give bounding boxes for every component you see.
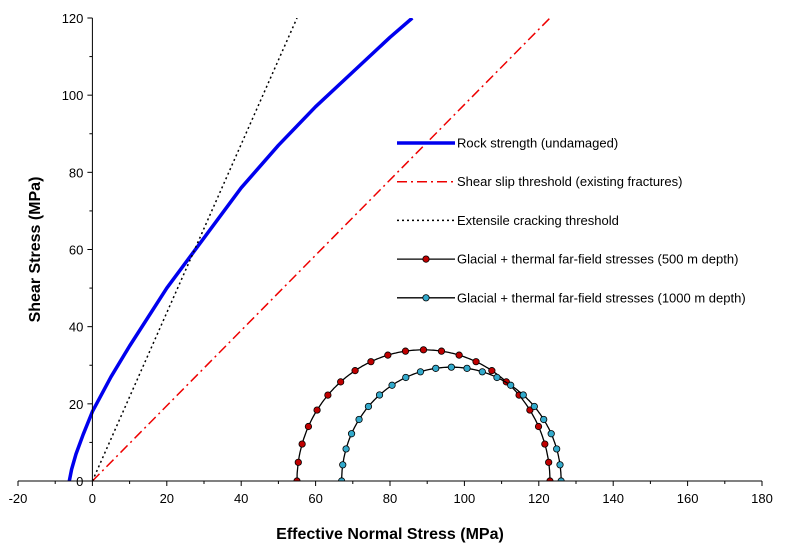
series-5-point [547, 430, 555, 438]
legend-label: Glacial + thermal far-field stresses (10… [457, 290, 746, 305]
series-4-point [313, 406, 321, 414]
series-4-point [541, 440, 549, 448]
x-tick-label: 20 [160, 491, 174, 506]
series-5-point [519, 391, 527, 399]
series-5-point [416, 368, 425, 376]
x-axis-title: Effective Normal Stress (MPa) [276, 526, 504, 543]
series-5-point [339, 461, 347, 469]
series-5-point [447, 363, 455, 371]
y-tick-label: 40 [69, 320, 83, 335]
y-axis-title: Shear Stress (MPa) [27, 177, 44, 323]
series-4-point [545, 458, 553, 466]
series-2-line [91, 18, 551, 481]
series-4-point [294, 458, 302, 466]
x-tick-label: 140 [602, 491, 624, 506]
x-tick-label: 60 [308, 491, 322, 506]
x-tick-label: -20 [9, 491, 28, 506]
series-4-point [534, 422, 543, 431]
legend-label: Extensile cracking threshold [457, 213, 619, 228]
legend-label: Glacial + thermal far-field stresses (50… [457, 252, 738, 267]
y-tick-label: 80 [69, 165, 83, 180]
tick-labels: -20 0 20 40 60 80 100 120 140 160 180 0 20 40 60 80 100 1… [9, 11, 773, 506]
series-4-point [455, 351, 463, 359]
plot-area [67, 18, 565, 481]
series-1-line [67, 18, 414, 481]
series-5-point [364, 402, 373, 411]
axes [17, 17, 763, 486]
series-5-point [478, 368, 486, 376]
series-5-point [463, 364, 471, 372]
series-5-circle [340, 366, 562, 481]
series-4-point [337, 378, 345, 386]
series-4-point [472, 358, 480, 366]
legend-marker [422, 255, 430, 263]
series-4-point [401, 347, 410, 355]
legend-entry: Glacial + thermal far-field stresses (50… [397, 252, 738, 267]
legend-marker [422, 294, 430, 302]
series-5-point [556, 461, 564, 469]
series-4-circle [296, 349, 551, 481]
series-4-point [324, 391, 332, 399]
series-5-point [342, 445, 350, 453]
series-4-point [419, 346, 428, 354]
series-5-point [355, 415, 363, 424]
x-tick-label: 180 [751, 491, 773, 506]
series-5-point [553, 445, 561, 453]
series-5-point [402, 373, 410, 382]
series-4-point [437, 347, 446, 355]
series-5-point [432, 364, 440, 372]
legend-entry: Glacial + thermal far-field stresses (10… [397, 290, 746, 305]
series-5-point [375, 391, 384, 399]
legend-entry: Shear slip threshold (existing fractures… [397, 174, 682, 189]
legend-label: Rock strength (undamaged) [457, 136, 618, 151]
y-tick-label: 60 [69, 243, 83, 258]
y-tick-label: 20 [69, 397, 83, 412]
series-5-point [347, 430, 356, 438]
y-tick-label: 100 [62, 88, 84, 103]
y-tick-label: 120 [62, 11, 84, 26]
x-tick-label: 160 [677, 491, 699, 506]
x-tick-label: 0 [89, 491, 96, 506]
series-5-point [540, 415, 548, 424]
series-3-line [91, 18, 298, 481]
series-4-point [351, 367, 359, 375]
legend-entry: Rock strength (undamaged) [397, 136, 618, 151]
x-tick-label: 40 [234, 491, 248, 506]
y-tick-label: 0 [76, 474, 83, 489]
x-tick-label: 100 [454, 491, 476, 506]
legend-entry: Extensile cracking threshold [397, 213, 619, 228]
x-tick-label: 80 [383, 491, 397, 506]
series-5-point [493, 373, 501, 382]
legend: Rock strength (undamaged) Shear slip thre… [397, 136, 746, 305]
series-5-point [388, 381, 396, 389]
series-4-point [298, 440, 306, 448]
series-4-point [367, 358, 375, 366]
legend-label: Shear slip threshold (existing fractures… [457, 174, 682, 189]
series-4-point [304, 422, 313, 431]
series-4-point [384, 351, 392, 359]
series-5-point [507, 381, 515, 389]
series-4-point [488, 367, 496, 375]
series-5-point [530, 402, 538, 411]
x-tick-label: 120 [528, 491, 550, 506]
